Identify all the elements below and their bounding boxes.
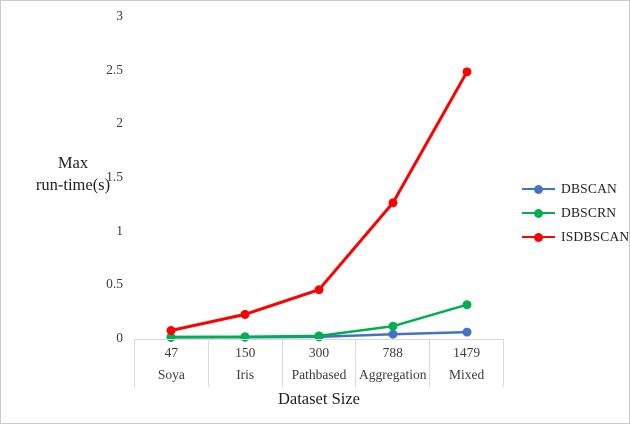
y-tick-label: 1.5 [106, 169, 123, 184]
category-size-label: 150 [235, 345, 256, 360]
category-name-label: Iris [236, 367, 255, 382]
data-point-marker-isdbscan [314, 285, 324, 295]
x-axis-category-table: 47 Soya 150 Iris 300 Pathbased 788 Aggregation 1… [134, 339, 504, 387]
category-name-label: Mixed [448, 367, 485, 382]
data-point-marker-isdbscan [240, 309, 250, 319]
category-name-label: Pathbased [291, 367, 347, 382]
x-axis-title: Dataset Size [277, 389, 360, 408]
data-point-marker-dbscrn [388, 321, 398, 331]
data-point-marker-dbscan [462, 327, 472, 337]
y-tick-label: 2.5 [106, 61, 123, 77]
data-point-marker-dbscrn [462, 300, 472, 310]
data-point-marker-isdbscan [166, 325, 176, 335]
legend-item: ISDBSCAN [522, 225, 629, 249]
legend-line-marker-icon [522, 232, 555, 242]
legend-label: DBSCRN [561, 205, 617, 220]
legend-line-marker-icon [522, 208, 555, 218]
category-column: 788 Aggregation [355, 340, 429, 387]
category-size-label: 1479 [453, 345, 481, 360]
data-point-marker-isdbscan [462, 67, 472, 77]
y-tick-label: 3 [116, 8, 123, 23]
legend: DBSCAN DBSCRN ISDBSCAN [522, 177, 629, 249]
data-point-marker-dbscrn [240, 332, 250, 342]
category-column: 300 Pathbased [281, 340, 356, 387]
y-tick-label: 1 [116, 222, 123, 238]
data-point-marker-dbscrn [314, 331, 324, 341]
category-column: 1479 Mixed [429, 340, 504, 387]
category-name-label: Aggregation [359, 367, 427, 382]
data-point-marker-dbscan [388, 329, 398, 339]
y-axis-title: Max run-time(s) [35, 153, 111, 194]
legend-item: DBSCRN [522, 201, 629, 225]
y-tick-label: 0.5 [106, 276, 123, 292]
y-tick-label: 0 [116, 330, 123, 345]
category-column: 150 Iris [207, 340, 282, 387]
category-size-label: 300 [308, 345, 330, 360]
y-tick-label: 2 [116, 115, 123, 131]
category-size-label: 788 [382, 345, 403, 360]
legend-line-marker-icon [522, 184, 555, 194]
legend-label: ISDBSCAN [561, 229, 630, 244]
category-size-label: 47 [164, 345, 179, 360]
category-column: 47 Soya [134, 340, 208, 387]
data-point-marker-isdbscan [388, 198, 398, 208]
legend-item: DBSCAN [522, 177, 629, 201]
category-name-label: Soya [157, 367, 185, 382]
legend-label: DBSCAN [561, 181, 617, 196]
